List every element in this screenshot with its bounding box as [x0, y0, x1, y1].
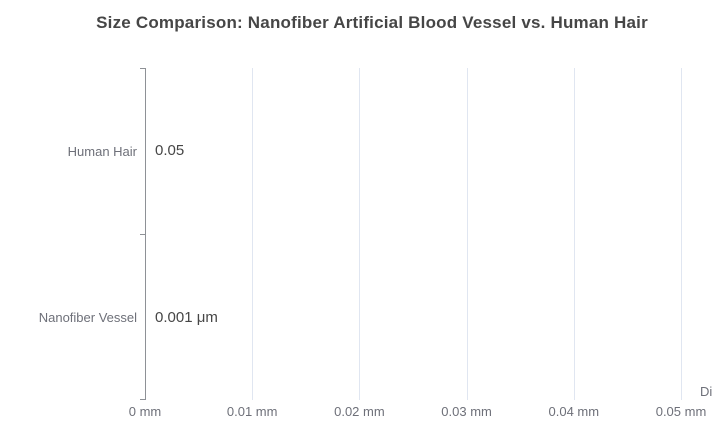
- x-axis-name-truncated: Di: [700, 384, 713, 399]
- x-tick-label: 0.05 mm: [655, 404, 707, 419]
- chart-title: Size Comparison: Nanofiber Artificial Bl…: [96, 13, 648, 32]
- x-tick-label: 0.02 mm: [334, 404, 385, 419]
- gridline: [681, 68, 682, 400]
- y-axis-tick: [140, 68, 145, 69]
- plot-area: 0.05 0.001 μm 0 mm 0.01 mm 0.02 mm 0.03 …: [129, 68, 706, 419]
- gridline: [466, 68, 468, 400]
- y-axis-tick: [140, 399, 145, 400]
- x-tick-label: 0.04 mm: [548, 404, 600, 419]
- y-axis-line: [145, 68, 146, 400]
- bar-row-human-hair: 0.05: [146, 95, 184, 206]
- x-tick-label: 0.01 mm: [226, 404, 278, 419]
- category-label-human-hair: Human Hair: [67, 144, 137, 159]
- category-label-nanofiber-vessel: Nanofiber Vessel: [38, 310, 137, 325]
- x-tick-label: 0.03 mm: [441, 404, 492, 419]
- bar-value-label: 0.05: [155, 142, 185, 159]
- bar-row-nanofiber-vessel: 0.001 μm: [146, 260, 218, 375]
- gridline: [573, 68, 575, 400]
- bar-value-label: 0.001 μm: [155, 309, 218, 326]
- y-axis-tick: [140, 234, 145, 235]
- gridline: [252, 68, 254, 400]
- x-tick-label: 0 mm: [128, 404, 162, 419]
- gridline: [359, 68, 361, 400]
